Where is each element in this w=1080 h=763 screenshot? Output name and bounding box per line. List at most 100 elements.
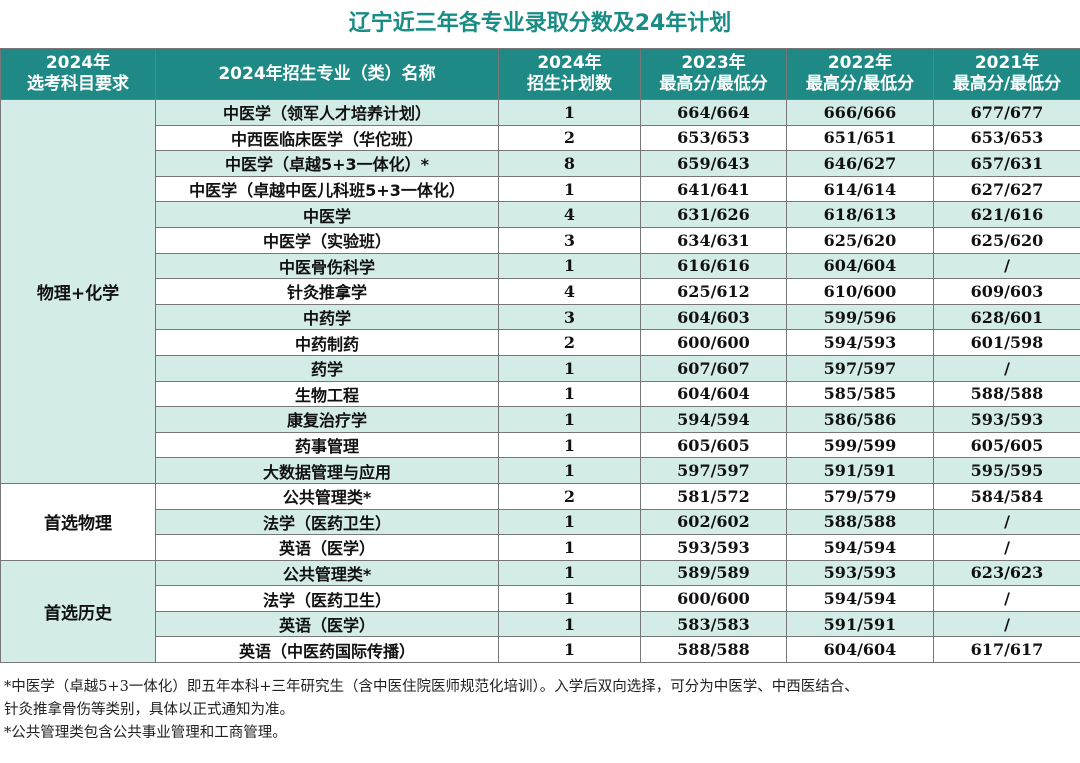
footnote-line: *公共管理类包含公共事业管理和工商管理。 — [4, 725, 287, 741]
table-row: 针灸推拿学 4 625/612 610/600 609/603 — [1, 278, 1080, 305]
major-cell: 中医学 — [155, 201, 499, 228]
plan-cell: 1 — [498, 508, 641, 536]
plan-cell: 1 — [498, 559, 641, 587]
table-row: 首选物理 公共管理类* 2 581/572 579/579 584/584 — [0, 482, 1080, 561]
requirement-cell: 首选物理 — [0, 482, 156, 561]
plan-cell: 1 — [498, 636, 641, 664]
score-2021-cell: 653/653 — [933, 124, 1080, 152]
score-2021-cell: 628/601 — [933, 303, 1080, 331]
score-2023-cell: 631/626 — [640, 201, 787, 228]
header-2021: 2021年 最高分/最低分 — [933, 48, 1080, 100]
footnote-line: *中医学（卓越5+3一体化）即五年本科+三年研究生（含中医住院医师规范化培训）。… — [4, 679, 859, 695]
score-2022-cell: 618/613 — [786, 201, 934, 228]
plan-cell: 1 — [498, 406, 641, 433]
footnotes: *中医学（卓越5+3一体化）即五年本科+三年研究生（含中医住院医师规范化培训）。… — [4, 676, 1076, 745]
score-2021-cell: / — [933, 585, 1080, 612]
score-2023-cell: 625/612 — [640, 278, 787, 305]
table-row: 中医学（卓越5+3一体化）* 8 659/643 646/627 657/631 — [1, 150, 1080, 177]
header-major: 2024年招生专业（类）名称 — [155, 48, 499, 100]
major-cell: 中医骨伤科学 — [155, 252, 499, 280]
plan-cell: 2 — [498, 329, 641, 356]
score-2021-cell: 609/603 — [933, 278, 1080, 305]
table-row: 中医学（卓越中医儿科班5+3一体化） 1 641/641 614/614 627/627 — [1, 175, 1080, 203]
score-2021-cell: 588/588 — [933, 380, 1080, 408]
major-cell: 公共管理类* — [155, 482, 499, 510]
plan-cell: 1 — [498, 534, 641, 561]
score-2021-cell: 625/620 — [933, 226, 1080, 254]
score-2023-cell: 659/643 — [640, 150, 787, 177]
requirement-cell: 物理+化学 — [0, 99, 156, 484]
score-2023-cell: 634/631 — [640, 226, 787, 254]
table-row: 药学 1 607/607 597/597/ — [1, 354, 1080, 382]
plan-cell: 3 — [498, 226, 641, 254]
major-cell: 中医学（卓越5+3一体化）* — [155, 150, 499, 177]
score-2022-cell: 594/594 — [786, 534, 934, 561]
table-row: 药事管理 1 605/605 599/599 605/605 — [1, 431, 1080, 459]
score-2023-cell: 581/572 — [640, 482, 787, 510]
plan-cell: 4 — [498, 278, 641, 305]
plan-cell: 1 — [498, 610, 641, 638]
header-plan: 2024年 招生计划数 — [498, 48, 641, 100]
score-2022-cell: 651/651 — [786, 124, 934, 152]
major-cell: 中西医临床医学（华佗班） — [155, 124, 499, 152]
header-requirement: 2024年 选考科目要求 — [0, 48, 156, 100]
plan-cell: 1 — [498, 457, 641, 484]
plan-cell: 2 — [498, 124, 641, 152]
score-2022-cell: 593/593 — [786, 559, 934, 587]
score-2022-cell: 625/620 — [786, 226, 934, 254]
score-2022-cell: 597/597 — [786, 354, 934, 382]
major-cell: 生物工程 — [155, 380, 499, 408]
plan-cell: 1 — [498, 99, 641, 126]
score-2022-cell: 594/594 — [786, 585, 934, 612]
major-cell: 英语（医学） — [155, 610, 499, 638]
score-2022-cell: 604/604 — [786, 252, 934, 280]
score-2023-cell: 588/588 — [640, 636, 787, 664]
table-body: 物理+化学 中医学（领军人才培养计划） 1 664/664 666/666 677/677… — [0, 99, 1080, 664]
major-cell: 针灸推拿学 — [155, 278, 499, 305]
table-row: 康复治疗学 1 594/594 586/586 593/593 — [1, 406, 1080, 433]
plan-cell: 3 — [498, 303, 641, 331]
score-2023-cell: 604/604 — [640, 380, 787, 408]
plan-cell: 2 — [498, 482, 641, 510]
score-2022-cell: 599/599 — [786, 431, 934, 459]
score-2023-cell: 589/589 — [640, 559, 787, 587]
major-cell: 药学 — [155, 354, 499, 382]
table-row: 中西医临床医学（华佗班） 2 653/653 651/651 653/653 — [1, 124, 1080, 152]
score-2021-cell: / — [933, 354, 1080, 382]
score-2023-cell: 600/600 — [640, 329, 787, 356]
score-2023-cell: 607/607 — [640, 354, 787, 382]
header-2023: 2023年 最高分/最低分 — [640, 48, 787, 100]
score-2023-cell: 594/594 — [640, 406, 787, 433]
score-2023-cell: 604/603 — [640, 303, 787, 331]
table-row: 英语（医学） 1 593/593 594/594/ — [1, 534, 1080, 561]
score-2021-cell: / — [933, 508, 1080, 536]
score-2021-cell: 657/631 — [933, 150, 1080, 177]
score-2021-cell: / — [933, 534, 1080, 561]
score-2022-cell: 646/627 — [786, 150, 934, 177]
score-2023-cell: 602/602 — [640, 508, 787, 536]
table-row: 首选历史 公共管理类* 1 589/589 593/593 623/623 — [0, 559, 1080, 664]
table-row: 英语（中医药国际传播） 1 588/588 604/604 617/617 — [1, 636, 1080, 664]
footnote-line: 针灸推拿骨伤等类别，具体以正式通知为准。 — [4, 702, 294, 718]
header-row: 2024年 选考科目要求 2024年招生专业（类）名称 2024年 招生计划数 20… — [0, 48, 1080, 100]
score-2023-cell: 600/600 — [640, 585, 787, 612]
table-row: 生物工程 1 604/604 585/585 588/588 — [1, 380, 1080, 408]
major-cell: 大数据管理与应用 — [155, 457, 499, 484]
score-2022-cell: 588/588 — [786, 508, 934, 536]
score-2022-cell: 591/591 — [786, 457, 934, 484]
header-2022: 2022年 最高分/最低分 — [786, 48, 934, 100]
major-cell: 公共管理类* — [155, 559, 499, 587]
score-2022-cell: 614/614 — [786, 175, 934, 203]
major-cell: 法学（医药卫生） — [155, 508, 499, 536]
table-row: 中药制药 2 600/600 594/593 601/598 — [1, 329, 1080, 356]
major-cell: 康复治疗学 — [155, 406, 499, 433]
score-2022-cell: 666/666 — [786, 99, 934, 126]
score-2023-cell: 664/664 — [640, 99, 787, 126]
score-2022-cell: 586/586 — [786, 406, 934, 433]
table-row: 英语（医学） 1 583/583 591/591/ — [1, 610, 1080, 638]
page-title: 辽宁近三年各专业录取分数及24年计划 — [348, 11, 732, 36]
table-row: 中医骨伤科学 1 616/616 604/604/ — [1, 252, 1080, 280]
table-row: 中医学（实验班） 3 634/631 625/620 625/620 — [1, 226, 1080, 254]
score-2023-cell: 583/583 — [640, 610, 787, 638]
score-2022-cell: 599/596 — [786, 303, 934, 331]
